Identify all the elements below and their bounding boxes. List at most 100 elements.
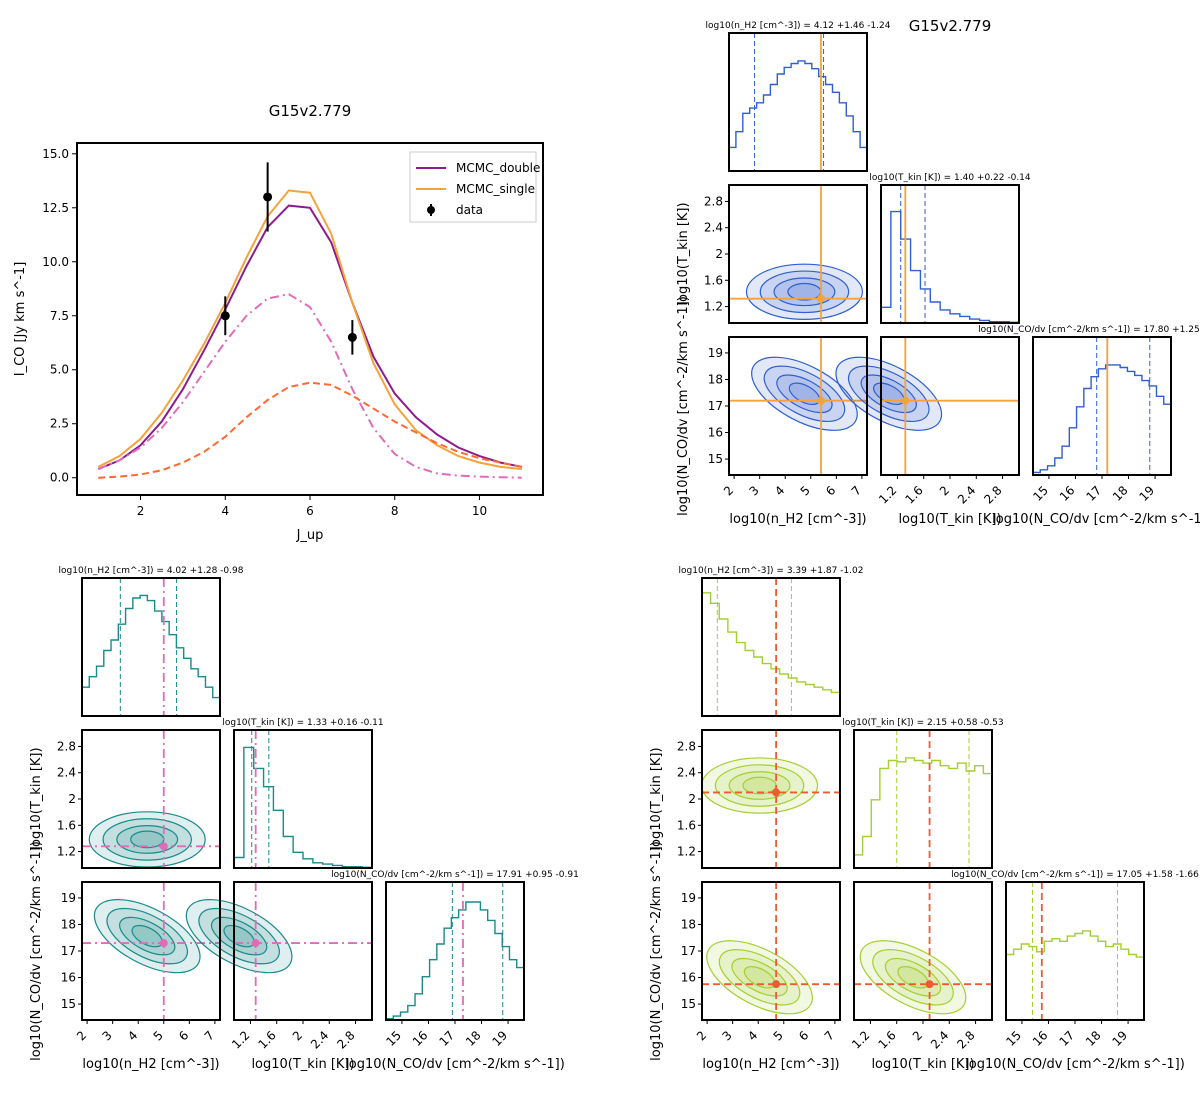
- density-contour: [93, 899, 201, 974]
- y-tick-label: 1.2: [677, 845, 696, 859]
- x-axis-label: log10(n_H2 [cm^-3]): [702, 1057, 839, 1072]
- x-tick-label: 4: [125, 1028, 140, 1043]
- x-axis-label: log10(n_H2 [cm^-3]): [729, 512, 866, 527]
- y-tick-label: 16: [681, 971, 696, 985]
- truth-marker: [817, 396, 825, 405]
- x-tick-label: 19: [1136, 483, 1157, 504]
- x-tick-label: 5: [771, 1028, 786, 1043]
- y-tick-label: 1.6: [677, 818, 696, 832]
- y-tick-label: 1.6: [57, 818, 76, 832]
- x-tick-label: 10: [472, 504, 487, 518]
- density-contour: [763, 365, 846, 423]
- truth-marker: [251, 939, 260, 948]
- x-tick-label: 15: [383, 1028, 404, 1049]
- x-tick-label: 18: [463, 1028, 484, 1049]
- density-contour: [759, 270, 850, 314]
- density-contour: [872, 949, 954, 1006]
- density-contour: [847, 365, 930, 423]
- x-tick-label: 2.4: [928, 1028, 951, 1051]
- y-tick-label: 7.5: [50, 309, 69, 323]
- x-tick-label: 1.2: [876, 483, 899, 506]
- x-tick-label: 2: [721, 483, 736, 498]
- x-tick-label: 6: [306, 504, 314, 518]
- truth-marker: [772, 980, 781, 989]
- x-axis-label: log10(n_H2 [cm^-3]): [82, 1057, 219, 1072]
- y-tick-label: 15.0: [42, 147, 69, 161]
- truth-marker: [159, 842, 168, 851]
- x-tick-label: 6: [823, 483, 838, 498]
- data-point: [220, 311, 230, 321]
- x-tick-label: 19: [1109, 1028, 1130, 1049]
- y-tick-label: 19: [61, 891, 76, 905]
- x-tick-label: 2: [910, 1028, 925, 1043]
- density-contour: [718, 949, 801, 1006]
- density-contour: [742, 776, 777, 795]
- truth-marker: [901, 396, 910, 405]
- x-tick-label: 5: [151, 1028, 166, 1043]
- truth-marker: [925, 980, 934, 989]
- truth-marker: [817, 294, 825, 303]
- y-tick-label: 1.2: [704, 300, 723, 314]
- param-title: log10(n_H2 [cm^-3]) = 4.12 +1.46 -1.24: [706, 21, 891, 31]
- legend-label: data: [456, 203, 483, 217]
- histogram-step: [81, 594, 220, 716]
- panel-frame: [701, 577, 841, 717]
- x-tick-label: 4: [772, 483, 787, 498]
- y-tick-label: 10.0: [42, 255, 69, 269]
- y-tick-label: 2.4: [677, 766, 696, 780]
- x-tick-label: 2: [137, 504, 145, 518]
- panel-frame: [1005, 881, 1145, 1021]
- y-tick-label: 17: [681, 944, 696, 958]
- x-tick-label: 4: [745, 1028, 760, 1043]
- y-tick-label: 1.2: [57, 845, 76, 859]
- density-contour: [751, 356, 858, 431]
- x-tick-label: 2: [290, 1028, 305, 1043]
- param-title: log10(N_CO/dv [cm^-2/km s^-1]) = 17.91 +…: [331, 870, 579, 880]
- truth-marker: [772, 788, 781, 797]
- x-tick-label: 1.6: [875, 1028, 898, 1051]
- x-tick-label: 4: [221, 504, 229, 518]
- truth-marker: [159, 939, 168, 948]
- density-contour: [185, 899, 293, 974]
- y-tick-label: 17: [708, 399, 723, 413]
- x-tick-label: 16: [410, 1028, 431, 1049]
- corner-plot-2: log10(n_H2 [cm^-3]) = 4.02 +1.28 -0.98 lo…: [29, 566, 579, 1072]
- y-tick-label: 1.6: [704, 273, 723, 287]
- x-tick-label: 8: [391, 504, 399, 518]
- y-tick-label: 2.4: [704, 221, 723, 235]
- corner-plot-3: log10(n_H2 [cm^-3]) = 3.39 +1.87 -1.02 lo…: [649, 566, 1199, 1072]
- y-axis-label: log10(N_CO/dv [cm^-2/km s^-1]): [649, 841, 664, 1061]
- x-tick-label: 17: [1056, 1028, 1077, 1049]
- y-tick-label: 16: [708, 426, 723, 440]
- x-tick-label: 3: [99, 1028, 114, 1043]
- y-tick-label: 18: [708, 372, 723, 386]
- y-tick-label: 2: [68, 792, 76, 806]
- x-tick-label: 2.8: [954, 1028, 977, 1051]
- density-contour: [835, 356, 943, 431]
- y-tick-label: 15: [61, 997, 76, 1011]
- x-tick-label: 2: [937, 483, 952, 498]
- line-chart: G15v2.779 2 4 6 8 10 0.0 2.5 5.0 7.5 10.0 12.5 15.0 J…: [13, 102, 544, 543]
- x-tick-label: 16: [1030, 1028, 1051, 1049]
- x-tick-label: 1.2: [229, 1028, 252, 1051]
- data-point: [263, 192, 273, 202]
- x-tick-label: 18: [1083, 1028, 1104, 1049]
- legend-label: MCMC_double: [456, 161, 540, 175]
- histogram-step: [728, 60, 867, 171]
- y-tick-label: 15: [708, 452, 723, 466]
- panel-frame: [233, 729, 373, 869]
- y-axis-label: log10(T_kin [K]): [649, 747, 664, 850]
- y-tick-label: 5.0: [50, 363, 69, 377]
- x-tick-label: 19: [489, 1028, 510, 1049]
- x-tick-label: 6: [796, 1028, 811, 1043]
- data-point: [347, 332, 357, 342]
- y-tick-label: 18: [681, 917, 696, 931]
- x-axis-label: log10(N_CO/dv [cm^-2/km s^-1]): [345, 1057, 565, 1072]
- x-tick-label: 15: [1030, 483, 1051, 504]
- density-contour: [706, 940, 813, 1015]
- series-line-2: [97, 293, 522, 479]
- panel-frame: [853, 729, 993, 869]
- density-contour: [787, 282, 822, 301]
- x-tick-label: 15: [1003, 1028, 1024, 1049]
